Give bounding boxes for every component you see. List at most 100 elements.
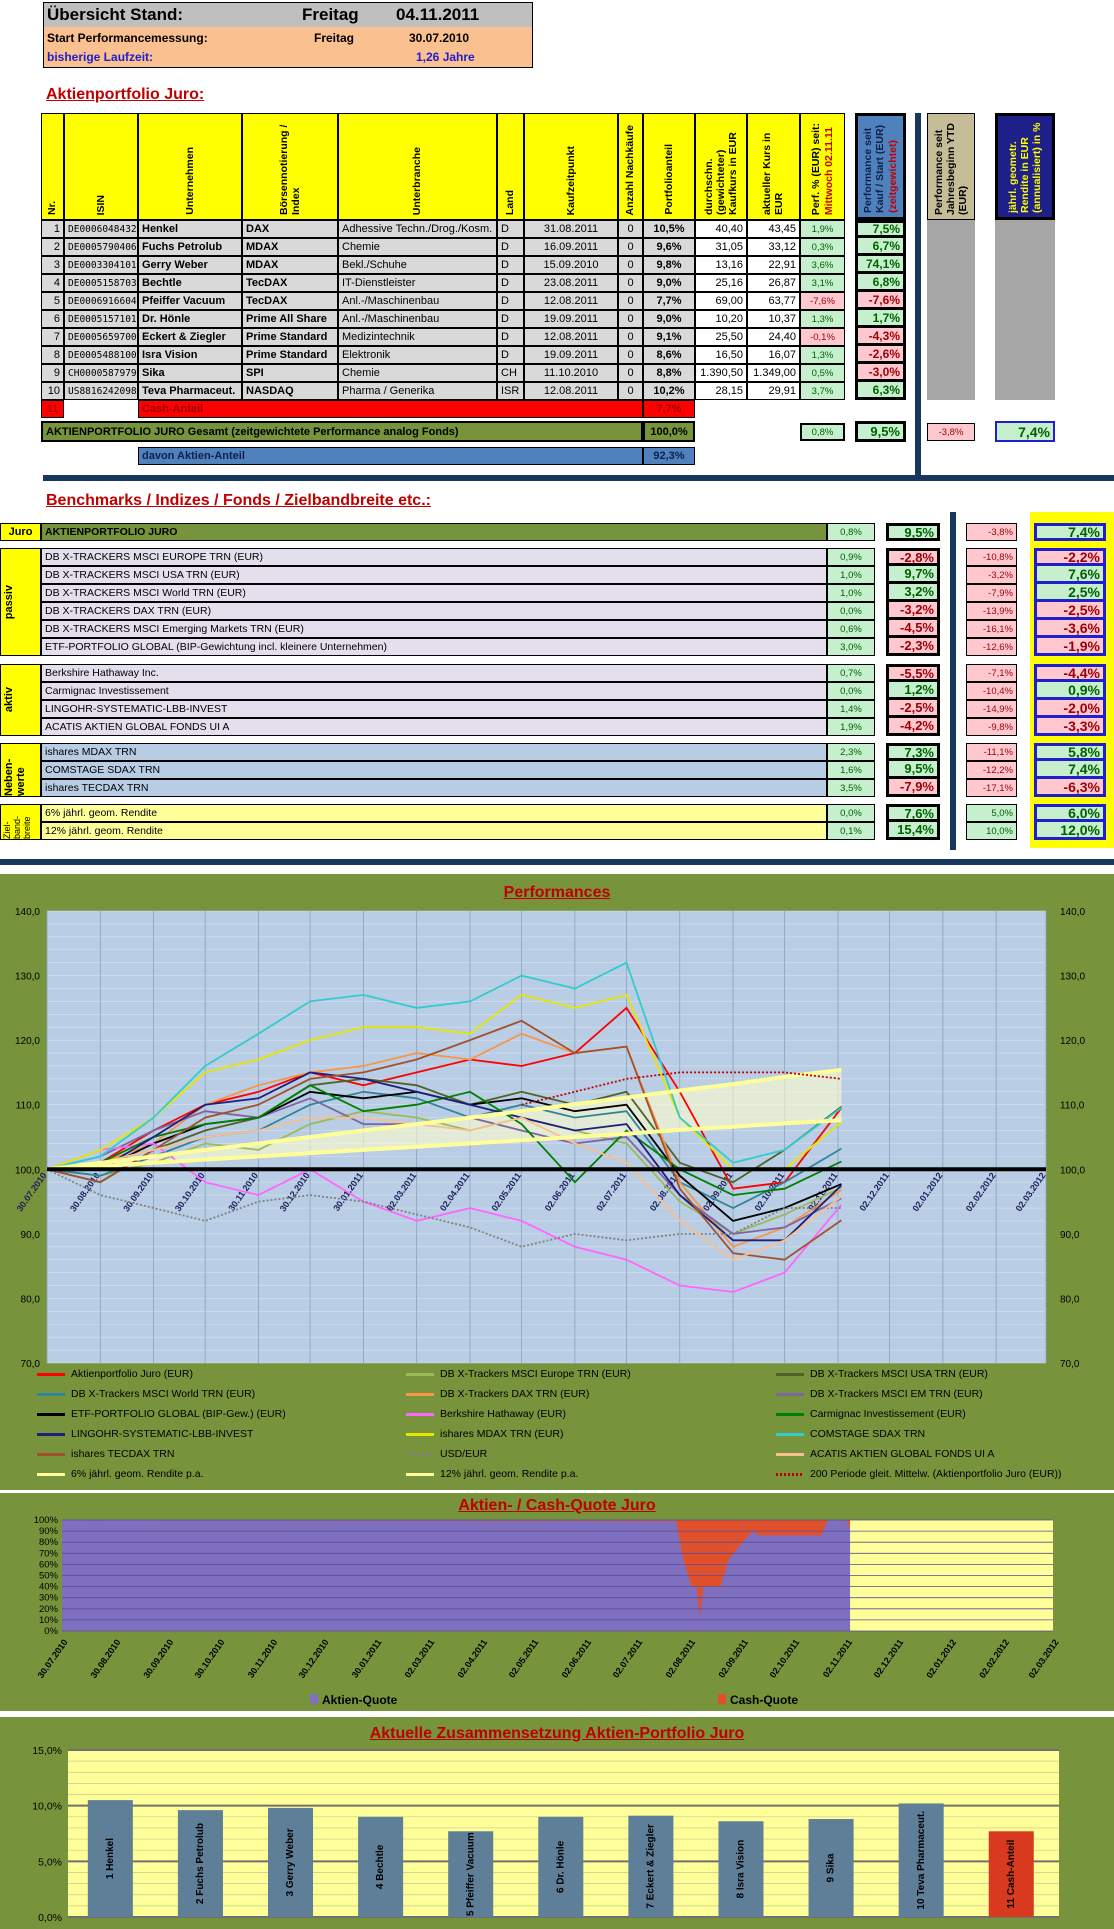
y-tick-label: 90% [39,1526,59,1537]
cell-price: 29,91 [747,382,800,400]
cell-buy-date: 23.08.2011 [524,274,618,292]
legend-item: DB X-Trackers DAX TRN (EUR) [406,1388,589,1400]
y-tick-label-right: 110,0 [1060,1101,1085,1112]
total-share: 100,0% [643,421,695,442]
cell-rebuys: 0 [618,274,643,292]
benchmark-ytd: -16,1% [966,620,1017,638]
y-tick-label: 70% [39,1548,59,1559]
cell-avg-price: 25,16 [695,274,747,292]
cell-share: 10,2% [643,382,695,400]
legend-label: ishares MDAX TRN (EUR) [440,1428,564,1440]
cell-rebuys: 0 [618,256,643,274]
legend-swatch [776,1392,804,1396]
benchmark-perf-total: 1,2% [886,682,940,700]
benchmark-ytd: -14,9% [966,700,1017,718]
y-tick-label: 30% [39,1593,59,1604]
legend-label: 200 Periode gleit. Mittelw. (Aktienportf… [810,1468,1062,1480]
legend-item: ETF-PORTFOLIO GLOBAL (BIP-Gew.) (EUR) [37,1408,286,1420]
series-line-17 [521,1071,842,1106]
benchmark-name: 6% jährl. geom. Rendite [41,804,827,822]
benchmark-annual: 7,6% [1034,566,1106,584]
cell-perf-day: 1,3% [800,346,845,364]
cell-perf-total: -4,3% [855,328,906,346]
bar-4 [358,1816,404,1917]
cell-price: 1.349,00 [747,364,800,382]
benchmarks-title: Benchmarks / Indizes / Fonds / Zielbandb… [46,492,431,509]
benchmark-perf-day: 2,3% [827,743,875,761]
benchmark-perf-total: -4,2% [886,718,940,736]
legend-item: ACATIS AKTIEN GLOBAL FONDS UI A [776,1448,994,1460]
bar-5 [448,1831,494,1917]
cell-rebuys: 0 [618,346,643,364]
cell-avg-price: 40,40 [695,220,747,238]
legend-label: DB X-Trackers MSCI Europe TRN (EUR) [440,1368,631,1380]
cell-perf-total: 74,1% [855,256,906,274]
overview-day: Freitag [302,5,359,24]
cash-chart-title: Aktien- / Cash-Quote Juro [458,1497,656,1514]
cell-nr: 1 [41,220,64,238]
legend-item: COMSTAGE SDAX TRN [776,1428,925,1440]
cell-buy-date: 19.09.2011 [524,346,618,364]
legend-label: DB X-Trackers MSCI World TRN (EUR) [71,1388,256,1400]
y-tick-label-right: 90,0 [1060,1230,1080,1241]
y-tick-label-left: 70,0 [21,1359,41,1370]
legend-label: LINGOHR-SYSTEMATIC-LBB-INVEST [71,1428,254,1440]
cell-avg-price: 28,15 [695,382,747,400]
benchmark-perf-day: 3,0% [827,638,875,656]
benchmark-perf-day: 1,0% [827,566,875,584]
series-line-14 [46,1116,842,1261]
benchmark-annual: -2,2% [1034,548,1106,566]
legend-item: 6% jährl. geom. Rendite p.a. [37,1468,204,1480]
cell-nr: 4 [41,274,64,292]
cell-isin: DE0005157101 [64,310,138,328]
cell-buy-date: 12.08.2011 [524,328,618,346]
legend-label: COMSTAGE SDAX TRN [810,1428,926,1440]
y-tick-label-right: 120,0 [1060,1036,1085,1047]
runtime-value: 1,26 Jahre [416,50,475,64]
divider-horizontal-2 [0,859,1114,865]
performance-chart-title: Performances [503,884,611,901]
cell-price: 16,07 [747,346,800,364]
bar-label: 6 Dr. Hönle [555,1840,566,1893]
benchmark-name: DB X-TRACKERS MSCI Emerging Markets TRN … [41,620,827,638]
cell-avg-price: 16,50 [695,346,747,364]
bar-label: 4 Bechtle [375,1844,386,1889]
cell-nr: 6 [41,310,64,328]
overview-title: Übersicht Stand: [47,5,184,24]
cell-buy-date: 31.08.2011 [524,220,618,238]
cell-sector: Pharma / Generika [338,382,497,400]
benchmark-ytd: -7,9% [966,584,1017,602]
benchmark-annual: 2,5% [1034,584,1106,602]
legend-label: Aktien-Quote [322,1693,398,1707]
cell-name: Henkel [138,220,242,238]
y-tick-label: 20% [39,1604,59,1615]
series-line-3 [46,1090,842,1210]
start-day: Freitag [314,31,355,45]
cell-index: TecDAX [242,274,338,292]
y-tick-label: 100% [34,1515,59,1526]
legend-label: USD/EUR [440,1448,488,1460]
bar-label: 3 Gerry Weber [285,1828,296,1896]
y-tick-label-left: 100,0 [15,1165,40,1176]
benchmark-name: DB X-TRACKERS DAX TRN (EUR) [41,602,827,620]
cell-index: TecDAX [242,292,338,310]
benchmark-annual: -2,5% [1034,602,1106,620]
benchmark-ytd: -11,1% [966,743,1017,761]
legend-item: Aktienportfolio Juro (EUR) [37,1368,193,1380]
legend-swatch [37,1472,65,1476]
cell-price: 10,37 [747,310,800,328]
annual-column-fill [995,220,1055,400]
group-label-2: aktiv [0,664,41,736]
benchmark-name: AKTIENPORTFOLIO JURO [41,523,827,541]
cell-price: 24,40 [747,328,800,346]
column-header-sector: Unterbranche [338,113,497,220]
benchmark-annual: 5,8% [1034,743,1106,761]
legend-item: Carmignac Investissement (EUR) [776,1408,966,1420]
cell-price: 26,87 [747,274,800,292]
legend-label: Aktienportfolio Juro (EUR) [71,1368,193,1380]
bar-label: 10 Teva Pharmaceut. [916,1811,927,1910]
divider-horizontal [43,475,1114,481]
cell-avg-price: 1.390,50 [695,364,747,382]
legend-swatch [776,1472,804,1476]
bar-10 [898,1803,944,1917]
